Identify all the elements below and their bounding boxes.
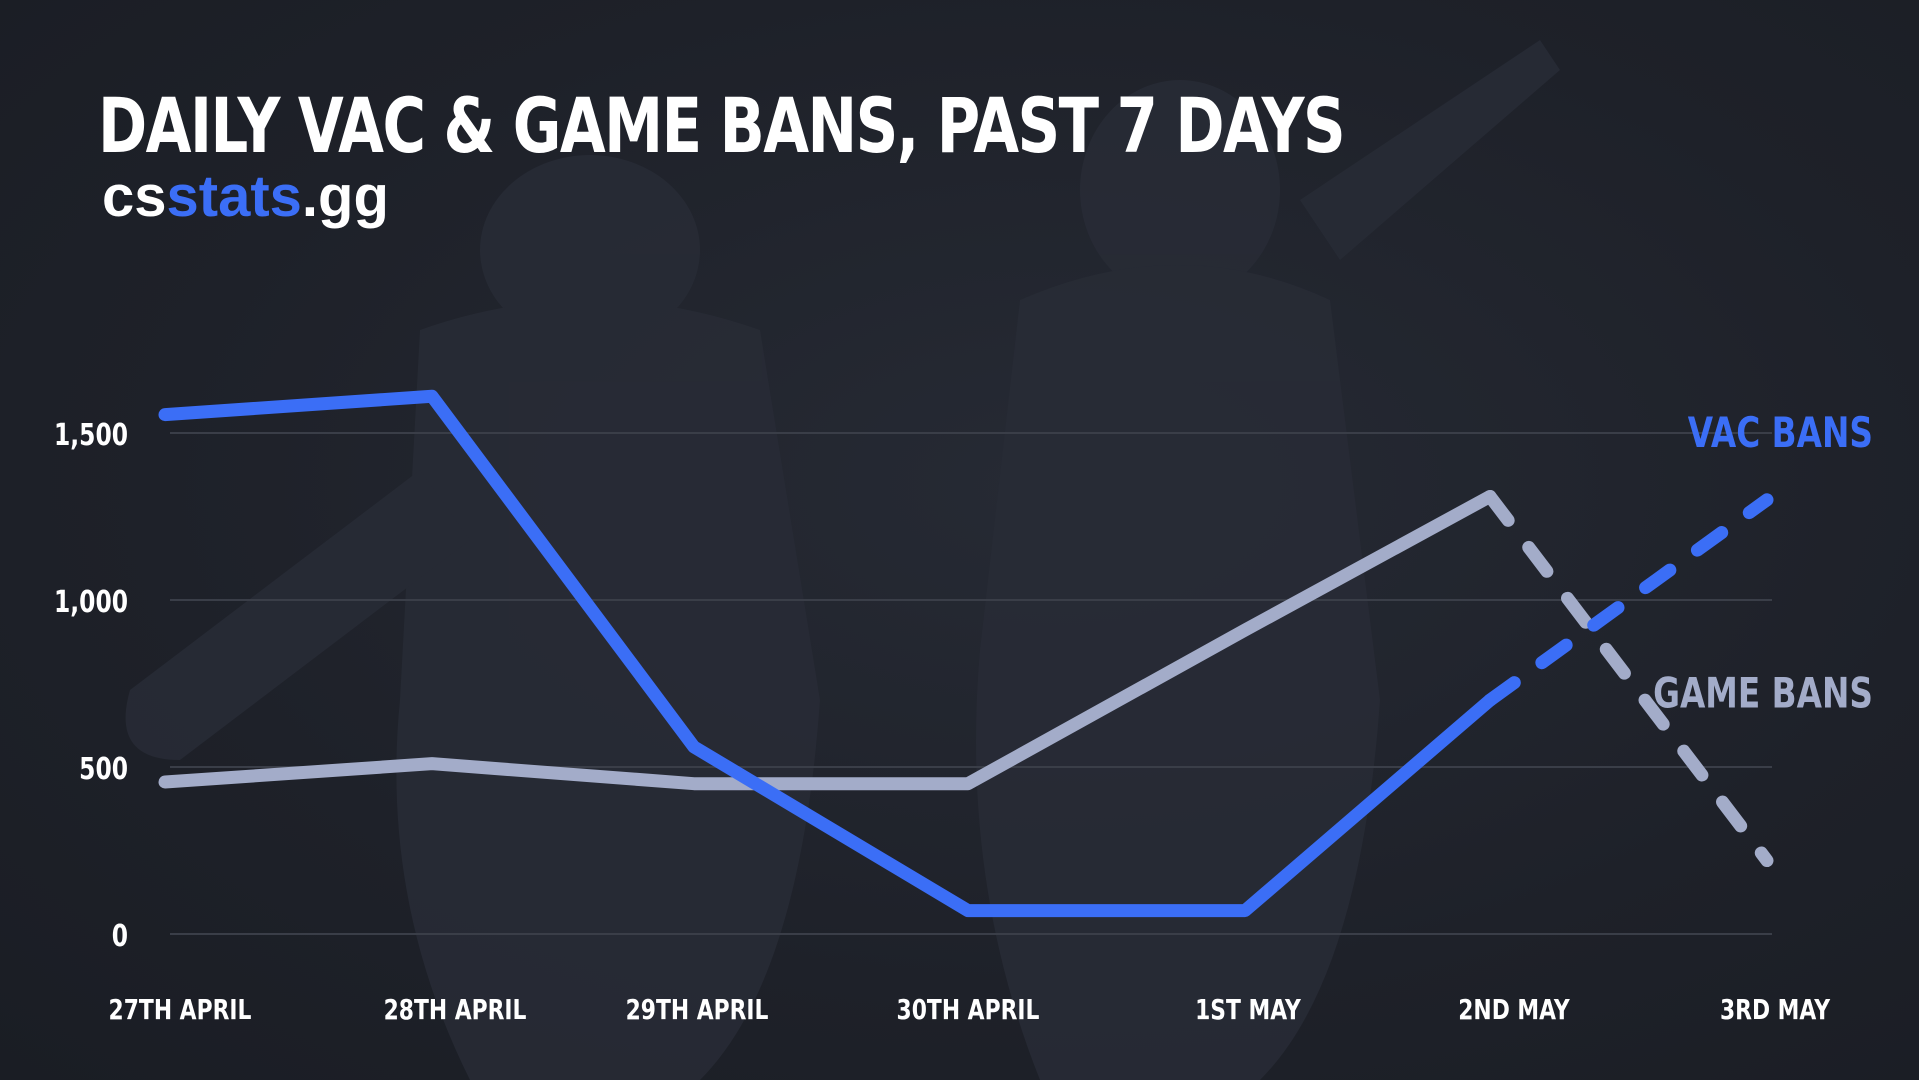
y-tick-label: 500 xyxy=(79,752,128,787)
y-tick-label: 1,500 xyxy=(54,418,128,453)
chart-title: DAILY VAC & GAME BANS, PAST 7 DAYS xyxy=(98,81,1346,170)
legend-label: GAME BANS xyxy=(1653,668,1873,717)
x-tick-label: 1ST MAY xyxy=(1195,993,1301,1025)
series-line-solid xyxy=(158,489,1497,791)
logo-text-cs: cs xyxy=(102,164,167,229)
x-tick-label: 29TH APRIL xyxy=(626,993,769,1025)
logo-text-gg: .gg xyxy=(301,164,389,229)
logo-text-stats: stats xyxy=(166,164,302,229)
series-line-dashed xyxy=(1483,493,1774,707)
x-tick-label: 30TH APRIL xyxy=(897,993,1040,1025)
series-line-solid xyxy=(158,389,1497,918)
x-tick-label: 27TH APRIL xyxy=(109,993,252,1025)
x-tick-label: 3RD MAY xyxy=(1720,993,1831,1025)
x-tick-label: 2ND MAY xyxy=(1458,993,1570,1025)
y-tick-label: 0 xyxy=(112,919,128,954)
x-tick-label: 28TH APRIL xyxy=(384,993,527,1025)
y-tick-label: 1,000 xyxy=(54,585,128,620)
csstats-logo: csstats.gg xyxy=(102,168,389,226)
series-line-dashed xyxy=(1483,489,1774,868)
legend-label: VAC BANS xyxy=(1688,408,1873,457)
